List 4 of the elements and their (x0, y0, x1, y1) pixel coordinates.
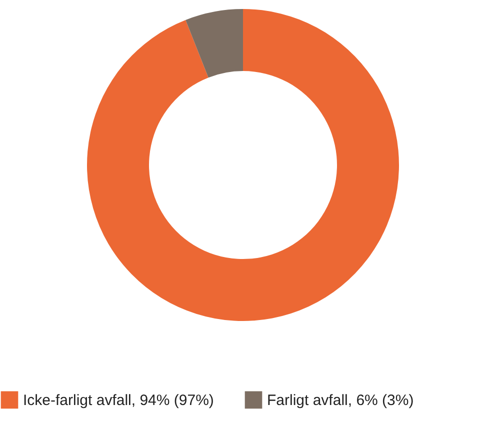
donut-slice (186, 9, 243, 78)
legend-label: Farligt avfall, 6% (3%) (267, 392, 414, 409)
legend-label: Icke-farligt avfall, 94% (97%) (23, 392, 214, 409)
donut-slice (87, 9, 399, 321)
